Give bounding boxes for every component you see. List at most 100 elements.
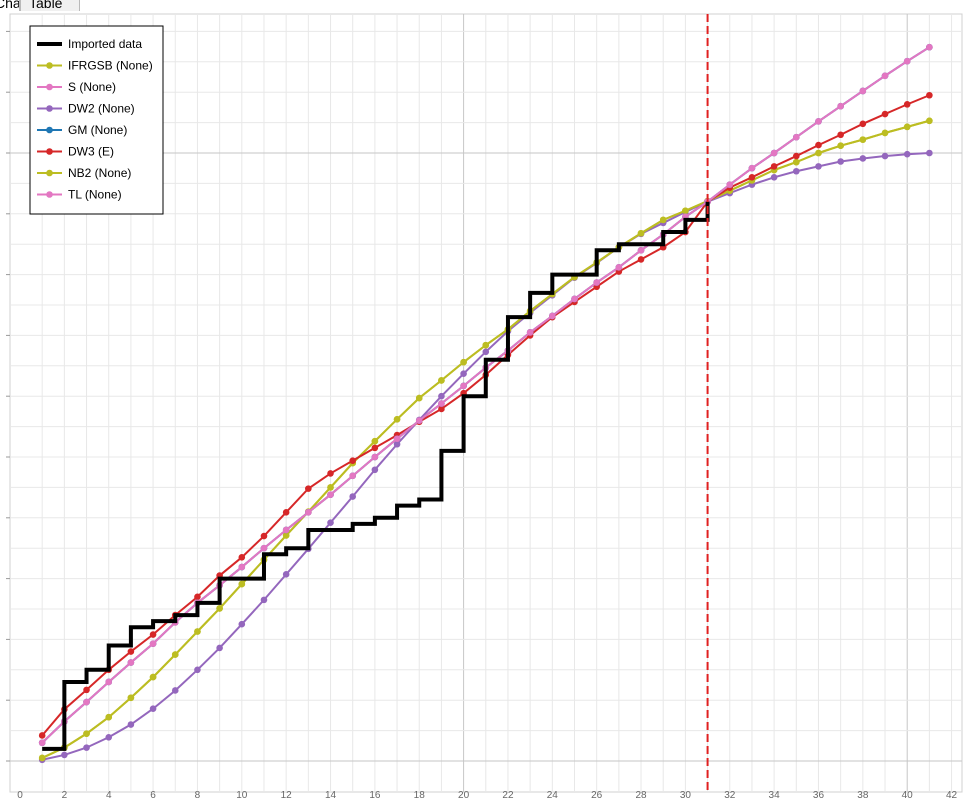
data-point [615, 264, 623, 271]
data-point [260, 544, 268, 552]
data-point [371, 444, 379, 452]
data-point [637, 229, 645, 237]
data-point [438, 392, 445, 400]
data-point [637, 256, 645, 263]
data-point [61, 751, 68, 759]
data-point [438, 400, 445, 407]
legend-label: DW2 (None) [68, 102, 135, 116]
legend-entry: DW2 (None) [37, 102, 135, 116]
x-tick-label: 10 [236, 790, 248, 801]
x-tick-label: 40 [902, 790, 914, 801]
data-point [926, 117, 933, 125]
legend-label: IFRGSB (None) [68, 59, 153, 73]
legend-marker [46, 148, 53, 155]
x-tick-label: 14 [325, 790, 337, 801]
x-tick-label: 6 [150, 790, 156, 801]
x-tick-label: 4 [106, 790, 112, 801]
series-group [38, 43, 933, 764]
legend-entry: DW3 (E) [37, 145, 114, 159]
series-imported-data [42, 201, 710, 751]
legend-label: Imported data [68, 37, 142, 51]
data-point [926, 91, 933, 99]
data-point [859, 120, 867, 128]
legend-label: NB2 (None) [68, 166, 131, 180]
data-point [482, 341, 490, 349]
legend-entry: S (None) [37, 80, 116, 94]
data-point [393, 435, 401, 443]
data-point [194, 666, 201, 674]
data-point [903, 57, 911, 65]
data-point [38, 754, 46, 762]
data-point [194, 593, 201, 601]
data-point [926, 149, 933, 157]
data-point [83, 744, 90, 751]
data-point [349, 493, 357, 500]
legend-entry: GM (None) [37, 123, 127, 137]
data-point [371, 453, 379, 461]
legend-marker [46, 126, 53, 134]
data-point [216, 644, 223, 652]
x-tick-label: 26 [591, 790, 603, 801]
data-point [881, 72, 889, 80]
data-point [83, 698, 90, 706]
legend-marker [46, 62, 53, 69]
data-point [393, 416, 401, 423]
data-point [881, 152, 889, 160]
legend-marker [46, 83, 53, 91]
data-point [83, 686, 90, 694]
data-point [149, 640, 157, 647]
x-tick-label: 20 [458, 790, 470, 801]
tab-table[interactable]: Table [20, 0, 80, 11]
legend-label: S (None) [68, 80, 116, 94]
x-tick-label: 36 [813, 790, 825, 801]
legend-marker [46, 169, 53, 177]
data-point [903, 123, 911, 131]
data-point [238, 563, 246, 571]
tab-chart[interactable]: Chart [0, 0, 20, 11]
x-tick-label: 18 [414, 790, 426, 801]
legend: Imported data IFRGSB (None) S (None) DW2 (N… [29, 25, 164, 215]
x-tick-label: 16 [369, 790, 381, 801]
data-point [659, 216, 667, 224]
x-tick-label: 24 [547, 790, 559, 801]
legend-entry: IFRGSB (None) [37, 59, 153, 73]
data-point [327, 491, 334, 498]
legend-marker [46, 191, 53, 198]
data-point [305, 485, 312, 492]
data-point [171, 687, 179, 694]
data-point [571, 295, 578, 303]
legend-box [29, 25, 164, 215]
data-point [837, 158, 844, 165]
data-point [127, 721, 135, 728]
data-point [415, 394, 423, 402]
data-point [127, 659, 135, 666]
legend-entry: Imported data [37, 37, 142, 51]
data-point [393, 440, 401, 448]
data-point [282, 509, 290, 516]
data-point [438, 377, 445, 384]
data-point [549, 312, 556, 320]
y-tick-labels [6, 30, 10, 762]
data-point [837, 102, 844, 110]
data-point [171, 651, 179, 658]
data-point [105, 678, 113, 686]
x-tick-label: 34 [769, 790, 781, 801]
data-point [260, 596, 268, 604]
data-point [859, 136, 867, 143]
data-point [815, 118, 822, 125]
data-point [105, 733, 113, 741]
data-point [859, 87, 867, 95]
data-point [815, 163, 822, 170]
data-point [349, 472, 357, 480]
data-point [859, 155, 867, 162]
data-point [105, 713, 113, 721]
data-point [83, 730, 90, 737]
x-tick-label: 38 [857, 790, 869, 801]
data-point [793, 152, 800, 160]
legend-entry: NB2 (None) [37, 166, 131, 180]
data-point [327, 470, 334, 477]
data-point [903, 150, 911, 158]
data-point [837, 131, 844, 139]
legend-label: DW3 (E) [68, 145, 114, 159]
